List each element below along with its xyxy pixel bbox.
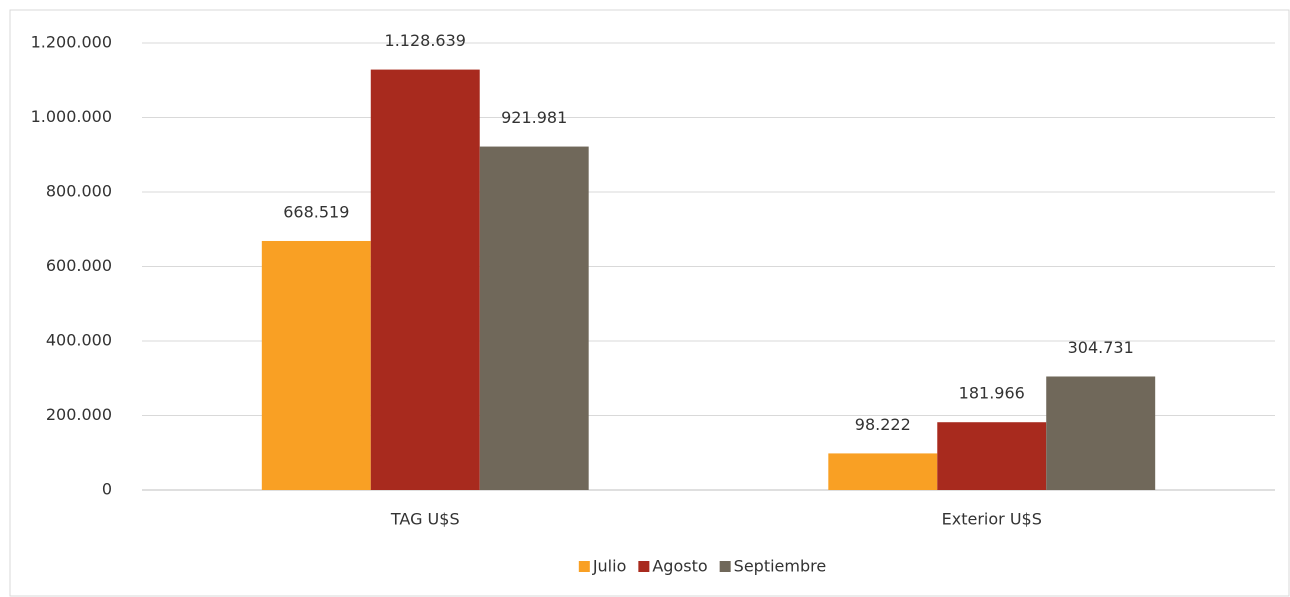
x-tick-label: TAG U$S (390, 510, 460, 529)
x-tick-label: Exterior U$S (942, 510, 1042, 529)
y-tick-label: 1.000.000 (31, 107, 112, 126)
legend-label: Septiembre (734, 557, 827, 576)
y-tick-label: 0 (102, 480, 112, 499)
legend-swatch (638, 561, 650, 572)
legend-label: Julio (592, 557, 627, 576)
legend-swatch (719, 561, 731, 572)
bar (1046, 376, 1156, 490)
chart-frame (9, 9, 1290, 597)
bar (479, 146, 589, 490)
legend-label: Agosto (652, 557, 707, 576)
y-tick-label: 1.200.000 (31, 33, 112, 52)
y-tick-label: 800.000 (46, 182, 112, 201)
y-tick-label: 200.000 (46, 405, 112, 424)
value-label: 921.981 (501, 108, 567, 127)
value-label: 304.731 (1068, 338, 1134, 357)
legend-swatch (578, 561, 590, 572)
bar (370, 69, 480, 490)
value-label: 98.222 (855, 415, 911, 434)
y-tick-label: 400.000 (46, 331, 112, 350)
bar (261, 240, 371, 490)
value-label: 668.519 (283, 202, 349, 221)
bar (937, 422, 1047, 490)
value-label: 1.128.639 (385, 31, 466, 50)
bar (828, 453, 938, 490)
value-label: 181.966 (959, 384, 1025, 403)
y-tick-label: 600.000 (46, 256, 112, 275)
